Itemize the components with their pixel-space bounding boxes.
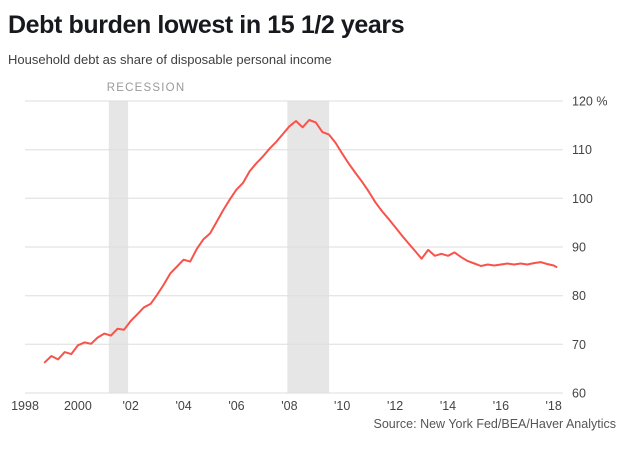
- chart-subtitle: Household debt as share of disposable pe…: [8, 51, 332, 67]
- x-axis-tick-label: 2000: [64, 399, 92, 413]
- y-axis-tick-label: 60: [572, 386, 586, 400]
- x-axis-tick-label: '02: [123, 399, 139, 413]
- x-axis-tick-label: '14: [440, 399, 456, 413]
- debt-ratio-line: [43, 118, 558, 363]
- source-attribution: Source: New York Fed/BEA/Haver Analytics: [373, 416, 616, 431]
- y-axis-tick-label: 110: [572, 143, 592, 157]
- x-axis-tick-label: '06: [228, 399, 244, 413]
- x-axis-tick-label: '12: [387, 399, 403, 413]
- x-axis-tick-label: '18: [546, 399, 562, 413]
- x-axis-tick-label: 1998: [11, 399, 39, 413]
- x-axis-tick-label: '10: [334, 399, 350, 413]
- page-title: Debt burden lowest in 15 1/2 years: [8, 11, 405, 39]
- y-axis-tick-label: 80: [572, 289, 586, 303]
- y-axis-tick-label: 120 %: [572, 94, 607, 108]
- y-axis-tick-label: 90: [572, 240, 586, 254]
- y-axis-tick-label: 70: [572, 337, 586, 351]
- x-axis-tick-label: '08: [281, 399, 297, 413]
- debt-burden-line-chart: RECESSION 60 70 80 90 100 110 120 % 1998 2000 '02 '…: [11, 82, 607, 413]
- x-axis-tick-label: '04: [175, 399, 191, 413]
- x-axis-tick-label: '16: [493, 399, 509, 413]
- recession-label: RECESSION: [107, 82, 186, 94]
- y-axis-tick-label: 100: [572, 191, 593, 205]
